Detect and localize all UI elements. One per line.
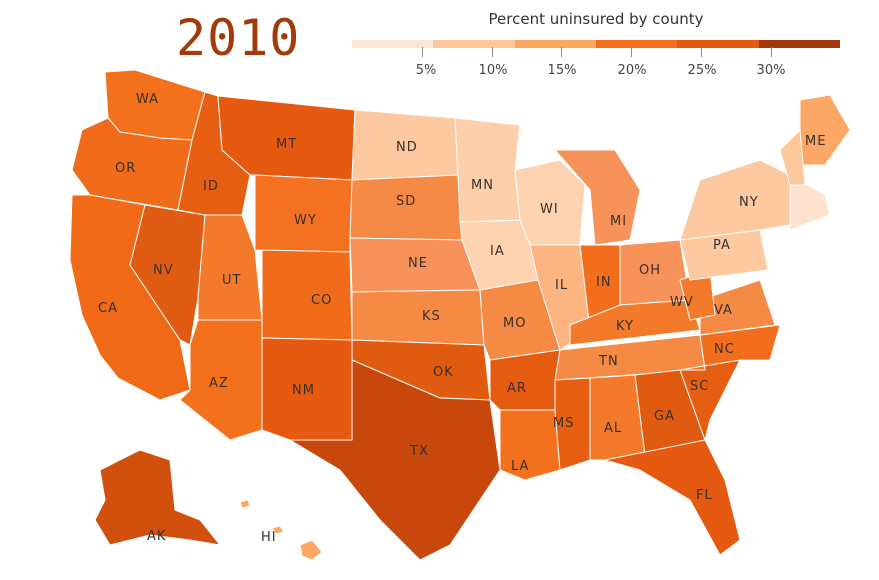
state-label-SC: SC <box>690 379 709 394</box>
state-label-MT: MT <box>276 137 297 152</box>
state-label-OK: OK <box>433 365 454 380</box>
state-label-MO: MO <box>503 316 526 331</box>
legend-tick <box>561 47 562 57</box>
state-HI-2 <box>271 525 285 535</box>
state-label-ID: ID <box>203 179 219 194</box>
legend-tick-label-30: 30% <box>756 63 786 78</box>
state-NC <box>679 324 781 371</box>
legend-swatch-4 <box>595 40 678 48</box>
state-label-FL: FL <box>696 488 713 503</box>
state-TX <box>289 359 501 561</box>
state-label-ME: ME <box>805 134 826 149</box>
state-FL <box>604 439 741 556</box>
legend-swatch-5 <box>677 40 759 48</box>
state-label-TN: TN <box>598 354 619 369</box>
state-label-PA: PA <box>713 238 731 253</box>
state-label-WI: WI <box>540 202 559 217</box>
state-VT-NH <box>779 129 806 186</box>
state-NE-region <box>789 174 831 231</box>
legend-swatch-2 <box>433 40 515 48</box>
state-label-CO: CO <box>311 293 332 308</box>
legend-title: Percent uninsured by county <box>488 10 704 28</box>
state-label-AR: AR <box>507 381 527 396</box>
state-label-IA: IA <box>490 244 505 259</box>
state-LA <box>499 409 561 481</box>
legend-swatch-3 <box>514 40 596 48</box>
state-UT <box>197 214 263 321</box>
state-label-KY: KY <box>616 319 634 334</box>
legend-tick <box>631 47 632 57</box>
legend-tick <box>701 47 702 57</box>
legend-tick-label-15: 15% <box>547 63 577 78</box>
legend-tick <box>771 47 772 57</box>
state-label-IL: IL <box>555 278 568 293</box>
state-label-HI: HI <box>261 530 277 545</box>
state-HI-3 <box>239 499 251 509</box>
state-label-GA: GA <box>654 409 675 424</box>
state-label-AK: AK <box>147 529 166 544</box>
state-label-NV: NV <box>153 263 174 278</box>
state-label-MI: MI <box>610 214 627 229</box>
state-KS <box>351 289 485 346</box>
legend-swatch-1 <box>352 40 434 48</box>
state-label-TX: TX <box>409 444 429 459</box>
state-label-AL: AL <box>604 421 622 436</box>
state-CO <box>261 249 353 341</box>
state-HI <box>299 539 323 561</box>
legend-tick-label-5: 5% <box>415 63 437 78</box>
legend-tick-label-20: 20% <box>617 63 647 78</box>
state-MN <box>454 117 521 223</box>
state-label-WA: WA <box>136 92 159 107</box>
state-label-MN: MN <box>471 178 494 193</box>
legend-tick-label-25: 25% <box>687 63 717 78</box>
legend-tick <box>492 47 493 57</box>
state-CA <box>69 194 191 401</box>
state-label-ND: ND <box>396 140 418 155</box>
state-label-IN: IN <box>596 275 612 290</box>
state-label-OH: OH <box>639 263 661 278</box>
state-label-SD: SD <box>396 194 416 209</box>
state-AK <box>94 449 221 546</box>
state-ME <box>799 94 851 166</box>
state-MS <box>554 377 591 471</box>
state-label-MS: MS <box>553 416 574 431</box>
state-label-WY: WY <box>294 213 317 228</box>
legend-tick-label-10: 10% <box>478 63 508 78</box>
legend-tick <box>422 47 423 57</box>
legend-color-bar <box>352 40 840 48</box>
state-NY <box>679 159 791 241</box>
state-label-AZ: AZ <box>209 376 229 391</box>
state-label-UT: UT <box>222 273 241 288</box>
state-label-NM: NM <box>292 383 315 398</box>
state-label-LA: LA <box>511 459 529 474</box>
state-label-CA: CA <box>98 301 118 316</box>
year-title: 2010 <box>176 9 301 67</box>
state-AR <box>489 349 561 411</box>
state-VA <box>699 279 776 336</box>
state-label-NY: NY <box>739 195 759 210</box>
state-label-NC: NC <box>714 342 735 357</box>
state-label-VA: VA <box>714 303 733 318</box>
state-label-OR: OR <box>115 161 136 176</box>
state-label-KS: KS <box>422 309 441 324</box>
state-label-NE: NE <box>408 256 428 271</box>
legend-swatch-6 <box>758 40 840 48</box>
state-label-WV: WV <box>670 295 694 310</box>
state-MI <box>554 149 641 246</box>
